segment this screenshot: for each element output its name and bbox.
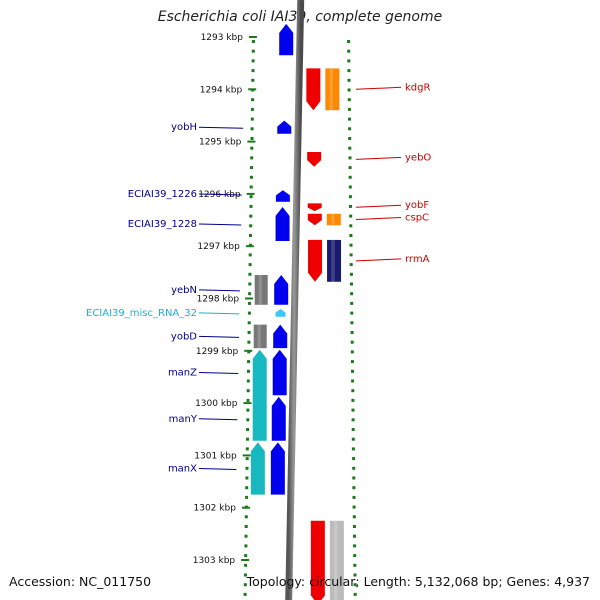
forward-gene (277, 120, 292, 134)
strand-guides (243, 40, 357, 596)
ruler-label: 1297 kbp (197, 242, 240, 252)
forward-cds-cyan (252, 349, 267, 441)
ruler-label: 1295 kbp (199, 138, 242, 148)
ruler-label: 1299 kbp (196, 347, 239, 357)
features (250, 23, 344, 600)
feature-label: yebO (405, 152, 431, 163)
backbone (285, 0, 305, 600)
feature-label: ECIAI39_1226 (128, 189, 197, 200)
feature-label: yobF (405, 200, 429, 211)
label-leader (198, 372, 239, 375)
label-leader (198, 223, 242, 226)
ruler-label: 1293 kbp (201, 33, 244, 43)
reverse-gene (307, 203, 322, 212)
reverse-cds-orange (325, 68, 340, 111)
reverse-gene (307, 213, 322, 226)
feature-labels: yobH ECIAI39_1226 ECIAI39_1228 yebN ECIAI39_… (86, 82, 431, 474)
reverse-gene (306, 68, 321, 111)
feature-label: ECIAI39_misc_RNA_32 (86, 308, 197, 319)
label-leader (355, 156, 402, 160)
forward-gene (279, 23, 294, 56)
accession-text: Accession: NC_011750 (9, 574, 152, 589)
forward-gene (271, 396, 286, 441)
label-leader (198, 312, 240, 315)
forward-gene (273, 324, 288, 349)
label-leader (355, 217, 402, 221)
label-leader (198, 418, 238, 421)
forward-cds-gray (253, 324, 267, 349)
label-leader (355, 86, 402, 90)
reverse-cds-navy (327, 239, 342, 282)
ruler-label: 1298 kbp (197, 295, 240, 305)
feature-label: yebN (171, 285, 197, 296)
genome-stats-text: Topology: circular; Length: 5,132,068 bp… (246, 574, 590, 589)
forward-gene (270, 442, 285, 495)
feature-label: yobH (171, 122, 197, 133)
feature-label: manX (168, 463, 197, 474)
label-leader (355, 204, 402, 208)
forward-cds-gray (254, 274, 268, 305)
forward-gene (272, 349, 287, 396)
ruler-label: 1300 kbp (195, 399, 238, 409)
label-leader (355, 258, 402, 262)
forward-gene (275, 190, 290, 202)
ruler-label: 1301 kbp (194, 451, 237, 461)
label-leader (198, 126, 244, 129)
feature-label: cspC (405, 213, 429, 224)
reverse-gene (307, 152, 322, 167)
label-leader (198, 335, 239, 338)
reverse-gene (310, 520, 325, 600)
reverse-cds-lightgray (329, 520, 344, 600)
reverse-gene (308, 239, 323, 282)
label-leader (198, 289, 240, 292)
label-leader (198, 193, 242, 196)
feature-label: yobD (171, 331, 197, 342)
forward-cds-cyan (250, 442, 265, 495)
forward-gene (275, 206, 290, 241)
feature-label: rrmA (405, 254, 430, 265)
feature-label: ECIAI39_1228 (128, 219, 197, 230)
forward-gene (274, 274, 289, 305)
reverse-cds-orange (326, 213, 341, 226)
ruler-label: 1294 kbp (200, 85, 243, 95)
label-leader (198, 467, 237, 470)
forward-misc-rna (275, 308, 286, 317)
ruler-label: 1303 kbp (193, 556, 236, 566)
ruler-label: 1302 kbp (194, 504, 237, 514)
feature-label: kdgR (405, 82, 430, 93)
feature-label: manZ (168, 368, 197, 379)
feature-label: manY (169, 414, 198, 425)
